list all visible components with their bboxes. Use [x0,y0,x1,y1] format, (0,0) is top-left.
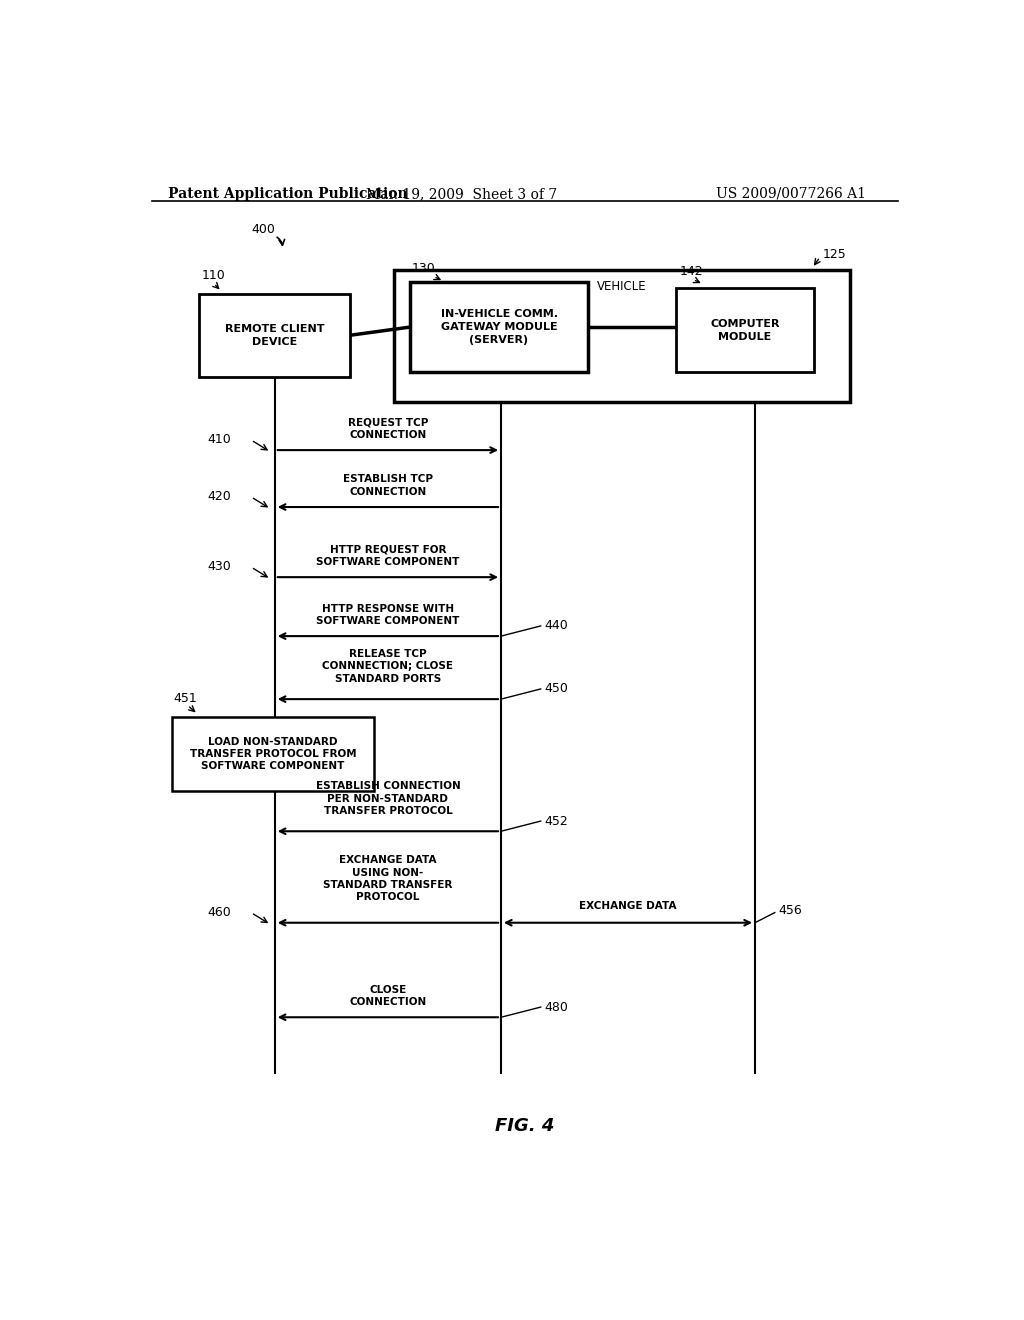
Text: HTTP REQUEST FOR
SOFTWARE COMPONENT: HTTP REQUEST FOR SOFTWARE COMPONENT [316,545,460,568]
Text: Mar. 19, 2009  Sheet 3 of 7: Mar. 19, 2009 Sheet 3 of 7 [366,187,557,201]
Text: CLOSE
CONNECTION: CLOSE CONNECTION [349,985,427,1007]
Text: ESTABLISH TCP
CONNECTION: ESTABLISH TCP CONNECTION [343,474,433,496]
Text: 130: 130 [412,263,436,276]
Text: 450: 450 [545,682,568,696]
Bar [172,718,374,791]
Text: Patent Application Publication: Patent Application Publication [168,187,408,201]
Bar [676,289,814,372]
Text: HTTP RESPONSE WITH
SOFTWARE COMPONENT: HTTP RESPONSE WITH SOFTWARE COMPONENT [316,603,460,626]
Text: EXCHANGE DATA: EXCHANGE DATA [580,900,677,911]
Text: 451: 451 [173,692,197,705]
Bar [394,271,850,403]
Text: LOAD NON-STANDARD
TRANSFER PROTOCOL FROM
SOFTWARE COMPONENT: LOAD NON-STANDARD TRANSFER PROTOCOL FROM… [189,737,356,771]
Text: 142: 142 [680,265,703,279]
Text: 430: 430 [207,560,231,573]
Text: VEHICLE: VEHICLE [597,280,647,293]
Text: 480: 480 [545,1001,568,1014]
Text: RELEASE TCP
CONNNECTION; CLOSE
STANDARD PORTS: RELEASE TCP CONNNECTION; CLOSE STANDARD … [323,649,454,684]
Text: 400: 400 [251,223,274,236]
Text: 452: 452 [545,814,568,828]
Text: EXCHANGE DATA
USING NON-
STANDARD TRANSFER
PROTOCOL: EXCHANGE DATA USING NON- STANDARD TRANSF… [324,855,453,903]
Text: COMPUTER
MODULE: COMPUTER MODULE [711,318,779,342]
Text: 440: 440 [545,619,568,632]
Text: 125: 125 [822,248,846,261]
Text: REQUEST TCP
CONNECTION: REQUEST TCP CONNECTION [348,417,428,440]
Text: FIG. 4: FIG. 4 [496,1117,554,1135]
Text: 456: 456 [779,904,803,917]
Text: 420: 420 [207,490,231,503]
Text: US 2009/0077266 A1: US 2009/0077266 A1 [716,187,866,201]
Text: ESTABLISH CONNECTION
PER NON-STANDARD
TRANSFER PROTOCOL: ESTABLISH CONNECTION PER NON-STANDARD TR… [315,781,460,816]
Text: 410: 410 [207,433,231,446]
Text: 110: 110 [202,269,225,282]
Bar [200,293,350,378]
Text: 460: 460 [207,906,231,919]
Text: IN-VEHICLE COMM.
GATEWAY MODULE
(SERVER): IN-VEHICLE COMM. GATEWAY MODULE (SERVER) [440,309,557,346]
Text: REMOTE CLIENT
DEVICE: REMOTE CLIENT DEVICE [225,323,325,347]
Bar [410,282,588,372]
